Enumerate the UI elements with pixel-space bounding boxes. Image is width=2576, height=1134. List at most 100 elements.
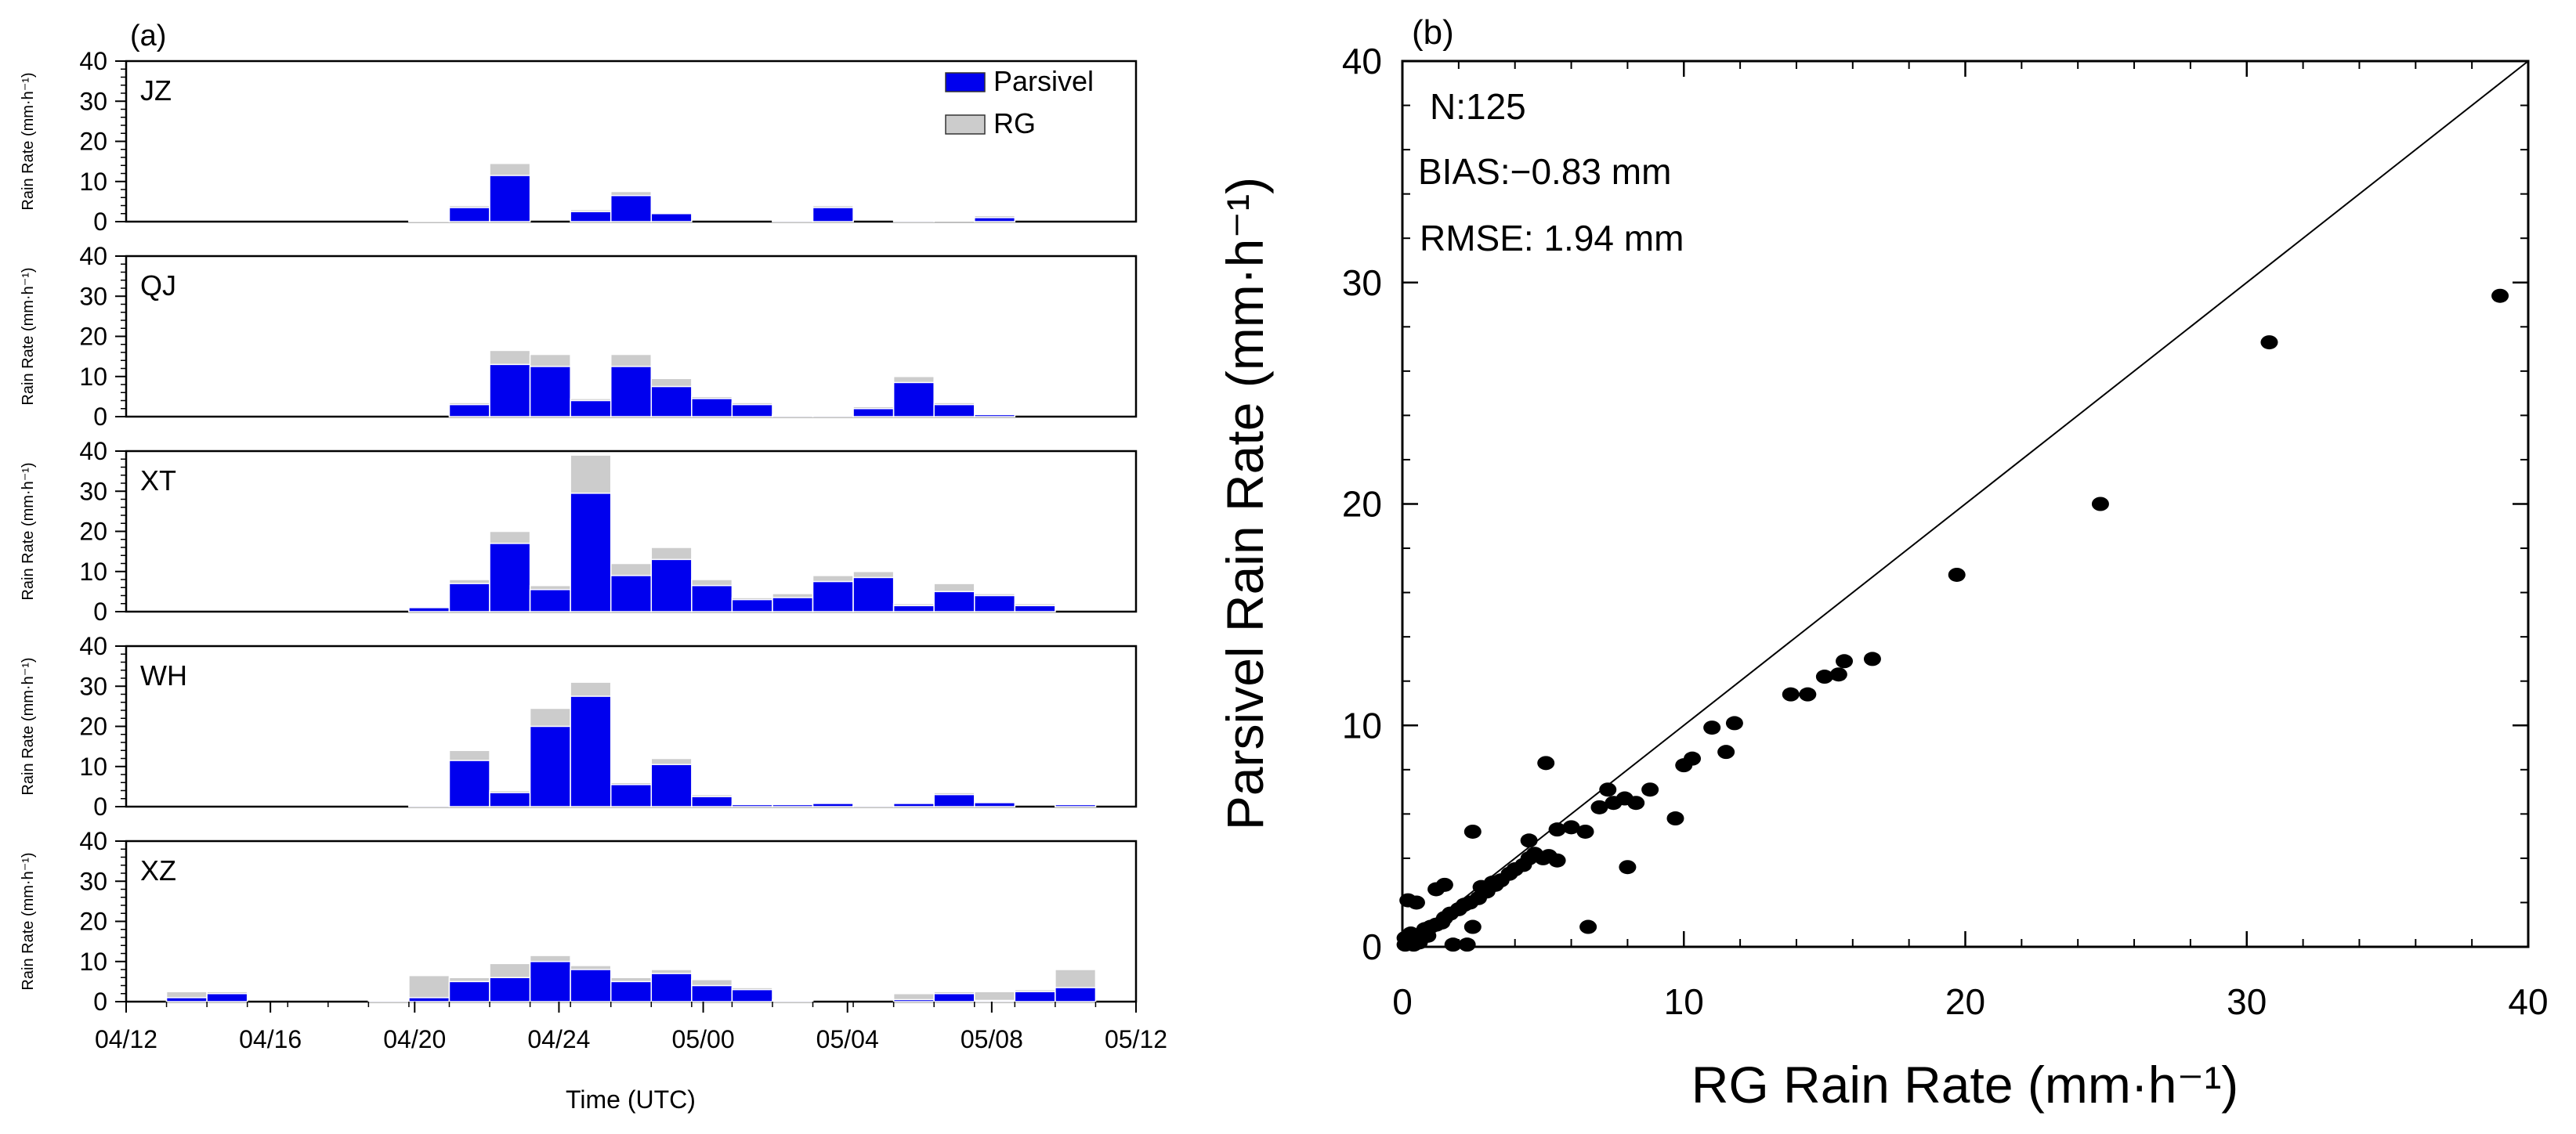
- parsivel-bar: [892, 803, 935, 807]
- station-name: QJ: [140, 269, 176, 302]
- legend-label: Parsivel: [993, 65, 1094, 97]
- station-y-axis-label: Rain Rate (mm·h⁻¹): [20, 657, 37, 795]
- scatter-point: [1619, 860, 1637, 875]
- parsivel-bar: [529, 961, 571, 1002]
- parsivel-bar: [610, 366, 653, 417]
- scatter-x-tick-label: 40: [2508, 981, 2548, 1022]
- parsivel-bar: [610, 194, 653, 222]
- parsivel-bar: [772, 597, 814, 612]
- legend-swatch: [945, 114, 986, 135]
- parsivel-bar: [852, 408, 895, 417]
- y-tick-label: 20: [79, 128, 107, 156]
- parsivel-bar: [489, 792, 531, 807]
- y-tick-label: 10: [79, 363, 107, 391]
- parsivel-bar: [1014, 991, 1056, 1002]
- scatter-point: [1435, 877, 1453, 892]
- x-tick-label: 04/20: [383, 1025, 446, 1053]
- stat-rmse: RMSE: 1.94 mm: [1420, 218, 1684, 258]
- scatter-y-tick-label: 30: [1342, 262, 1382, 303]
- legend-swatch: [945, 72, 986, 92]
- scatter-point: [1829, 667, 1847, 682]
- parsivel-bar: [852, 576, 895, 612]
- y-tick-label: 30: [79, 867, 107, 895]
- y-tick-label: 0: [93, 208, 107, 236]
- scatter-x-tick-label: 20: [1945, 981, 1985, 1022]
- scatter-point: [1627, 796, 1645, 811]
- y-tick-label: 40: [79, 632, 107, 660]
- parsivel-bar: [650, 764, 693, 807]
- x-tick-label: 05/04: [816, 1025, 879, 1053]
- scatter-point: [1684, 751, 1702, 766]
- x-tick-label: 05/12: [1105, 1025, 1167, 1053]
- y-tick-label: 0: [93, 598, 107, 626]
- parsivel-bar: [570, 695, 612, 807]
- y-tick-label: 10: [79, 168, 107, 196]
- parsivel-bar: [408, 607, 450, 612]
- parsivel-bar: [691, 398, 733, 417]
- parsivel-bar: [933, 403, 975, 417]
- panel-a-label: (a): [130, 20, 166, 52]
- scatter-point: [1599, 782, 1617, 797]
- scatter-axes: 0 10 20 30 40 0 10 20 30 40: [1342, 41, 2549, 1022]
- one-to-one-line: [1402, 60, 2529, 948]
- parsivel-bar: [772, 414, 814, 417]
- parsivel-bar: [731, 403, 773, 417]
- scatter-y-tick-label: 40: [1342, 41, 1382, 81]
- panel-a-x-axis-label: Time (UTC): [566, 1085, 696, 1114]
- parsivel-bar: [974, 802, 1016, 807]
- parsivel-bar: [610, 575, 653, 612]
- scatter-y-tick-label: 20: [1342, 484, 1382, 525]
- x-tick-label: 04/16: [239, 1025, 302, 1053]
- station-y-axis-label: Rain Rate (mm·h⁻¹): [20, 72, 37, 210]
- parsivel-bar: [892, 381, 935, 417]
- scatter-point: [1579, 919, 1597, 934]
- parsivel-bar: [933, 793, 975, 807]
- scatter-point: [1799, 687, 1817, 702]
- station-name: JZ: [140, 74, 172, 107]
- x-tick-label: 05/00: [672, 1025, 735, 1053]
- parsivel-bar: [691, 984, 733, 1002]
- parsivel-bar: [610, 981, 653, 1002]
- scatter-point: [1815, 670, 1833, 684]
- parsivel-bar: [731, 804, 773, 807]
- parsivel-bar: [1055, 804, 1097, 807]
- parsivel-bar: [772, 219, 814, 222]
- scatter-point: [1548, 853, 1566, 868]
- parsivel-bar: [367, 999, 410, 1002]
- parsivel-bar: [731, 988, 773, 1002]
- scatter-point: [2491, 288, 2509, 303]
- parsivel-bar: [650, 213, 693, 222]
- stat-n: N:125: [1430, 86, 1526, 127]
- scatter-point: [1717, 745, 1735, 760]
- y-tick-label: 10: [79, 753, 107, 781]
- station-panel: 0 10 20 30 40 QJ Rain Rate (mm·h⁻¹): [20, 242, 1138, 431]
- y-tick-label: 40: [79, 437, 107, 465]
- parsivel-bar: [812, 580, 854, 612]
- parsivel-bar: [892, 219, 935, 222]
- scatter-x-tick-label: 0: [1392, 981, 1413, 1022]
- stat-bias: BIAS:−0.83 mm: [1418, 151, 1671, 192]
- y-tick-label: 10: [79, 948, 107, 976]
- scatter-point: [1782, 687, 1800, 702]
- parsivel-bar: [448, 403, 490, 417]
- station-name: XT: [140, 464, 176, 497]
- parsivel-bar: [812, 803, 854, 807]
- parsivel-bar: [489, 175, 531, 222]
- station-y-axis-label: Rain Rate (mm·h⁻¹): [20, 462, 37, 600]
- y-tick-label: 20: [79, 908, 107, 936]
- x-tick-label: 04/12: [95, 1025, 157, 1053]
- scatter-point: [1836, 654, 1854, 669]
- station-panel: 0 10 20 30 40 WH Rain Rate (mm·h⁻¹): [20, 632, 1138, 821]
- y-tick-label: 40: [79, 242, 107, 270]
- panel-a-x-axis: 04/12 04/16 04/20 04/24 05/00 05/04 05/08 05/12: [95, 1002, 1167, 1053]
- parsivel-bar: [408, 804, 450, 807]
- scatter-point: [1463, 824, 1482, 839]
- y-tick-label: 0: [93, 403, 107, 431]
- parsivel-bar: [974, 414, 1016, 417]
- scatter-point: [1399, 893, 1417, 908]
- parsivel-bar: [408, 220, 450, 222]
- scatter-point: [1725, 716, 1743, 731]
- scatter-point: [1666, 811, 1684, 826]
- scatter-point: [1863, 652, 1881, 666]
- scatter-y-tick-label: 10: [1342, 705, 1382, 746]
